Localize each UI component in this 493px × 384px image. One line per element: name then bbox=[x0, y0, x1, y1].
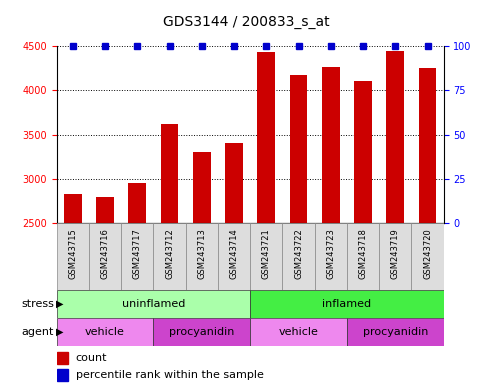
Bar bbox=[354, 81, 372, 223]
Text: ▶: ▶ bbox=[56, 327, 63, 337]
Bar bbox=[57, 352, 68, 364]
Bar bbox=[161, 124, 178, 223]
Bar bbox=[57, 318, 153, 346]
Bar bbox=[193, 152, 211, 223]
Bar bbox=[64, 194, 82, 223]
Bar bbox=[153, 318, 250, 346]
Text: agent: agent bbox=[22, 327, 54, 337]
Bar bbox=[57, 369, 68, 381]
Bar bbox=[387, 51, 404, 223]
Bar bbox=[250, 223, 282, 290]
Text: GSM243714: GSM243714 bbox=[230, 228, 239, 279]
Bar bbox=[379, 223, 412, 290]
Text: GSM243715: GSM243715 bbox=[69, 228, 77, 279]
Bar bbox=[282, 223, 315, 290]
Bar bbox=[412, 223, 444, 290]
Bar bbox=[89, 223, 121, 290]
Text: percentile rank within the sample: percentile rank within the sample bbox=[75, 370, 264, 381]
Bar bbox=[129, 183, 146, 223]
Bar bbox=[121, 223, 153, 290]
Text: vehicle: vehicle bbox=[85, 327, 125, 337]
Bar bbox=[257, 52, 275, 223]
Text: GSM243717: GSM243717 bbox=[133, 228, 142, 279]
Text: procyanidin: procyanidin bbox=[169, 327, 235, 337]
Bar bbox=[347, 318, 444, 346]
Bar bbox=[347, 223, 379, 290]
Text: GSM243720: GSM243720 bbox=[423, 228, 432, 279]
Bar bbox=[322, 67, 340, 223]
Bar bbox=[218, 223, 250, 290]
Bar bbox=[57, 223, 89, 290]
Bar bbox=[290, 75, 308, 223]
Text: uninflamed: uninflamed bbox=[122, 299, 185, 309]
Text: procyanidin: procyanidin bbox=[363, 327, 428, 337]
Bar bbox=[250, 290, 444, 318]
Bar bbox=[57, 290, 250, 318]
Bar bbox=[186, 223, 218, 290]
Text: stress: stress bbox=[21, 299, 54, 309]
Text: GSM243719: GSM243719 bbox=[391, 228, 400, 279]
Text: GSM243723: GSM243723 bbox=[326, 228, 335, 279]
Bar bbox=[225, 144, 243, 223]
Text: GSM243716: GSM243716 bbox=[101, 228, 109, 279]
Bar bbox=[153, 223, 186, 290]
Text: GSM243713: GSM243713 bbox=[197, 228, 207, 279]
Text: GSM243712: GSM243712 bbox=[165, 228, 174, 279]
Text: GSM243721: GSM243721 bbox=[262, 228, 271, 279]
Bar bbox=[250, 318, 347, 346]
Text: ▶: ▶ bbox=[56, 299, 63, 309]
Bar bbox=[419, 68, 436, 223]
Text: count: count bbox=[75, 353, 107, 363]
Text: inflamed: inflamed bbox=[322, 299, 372, 309]
Text: GSM243718: GSM243718 bbox=[358, 228, 368, 279]
Text: vehicle: vehicle bbox=[279, 327, 318, 337]
Text: GDS3144 / 200833_s_at: GDS3144 / 200833_s_at bbox=[163, 15, 330, 29]
Bar bbox=[96, 197, 114, 223]
Bar bbox=[315, 223, 347, 290]
Text: GSM243722: GSM243722 bbox=[294, 228, 303, 279]
